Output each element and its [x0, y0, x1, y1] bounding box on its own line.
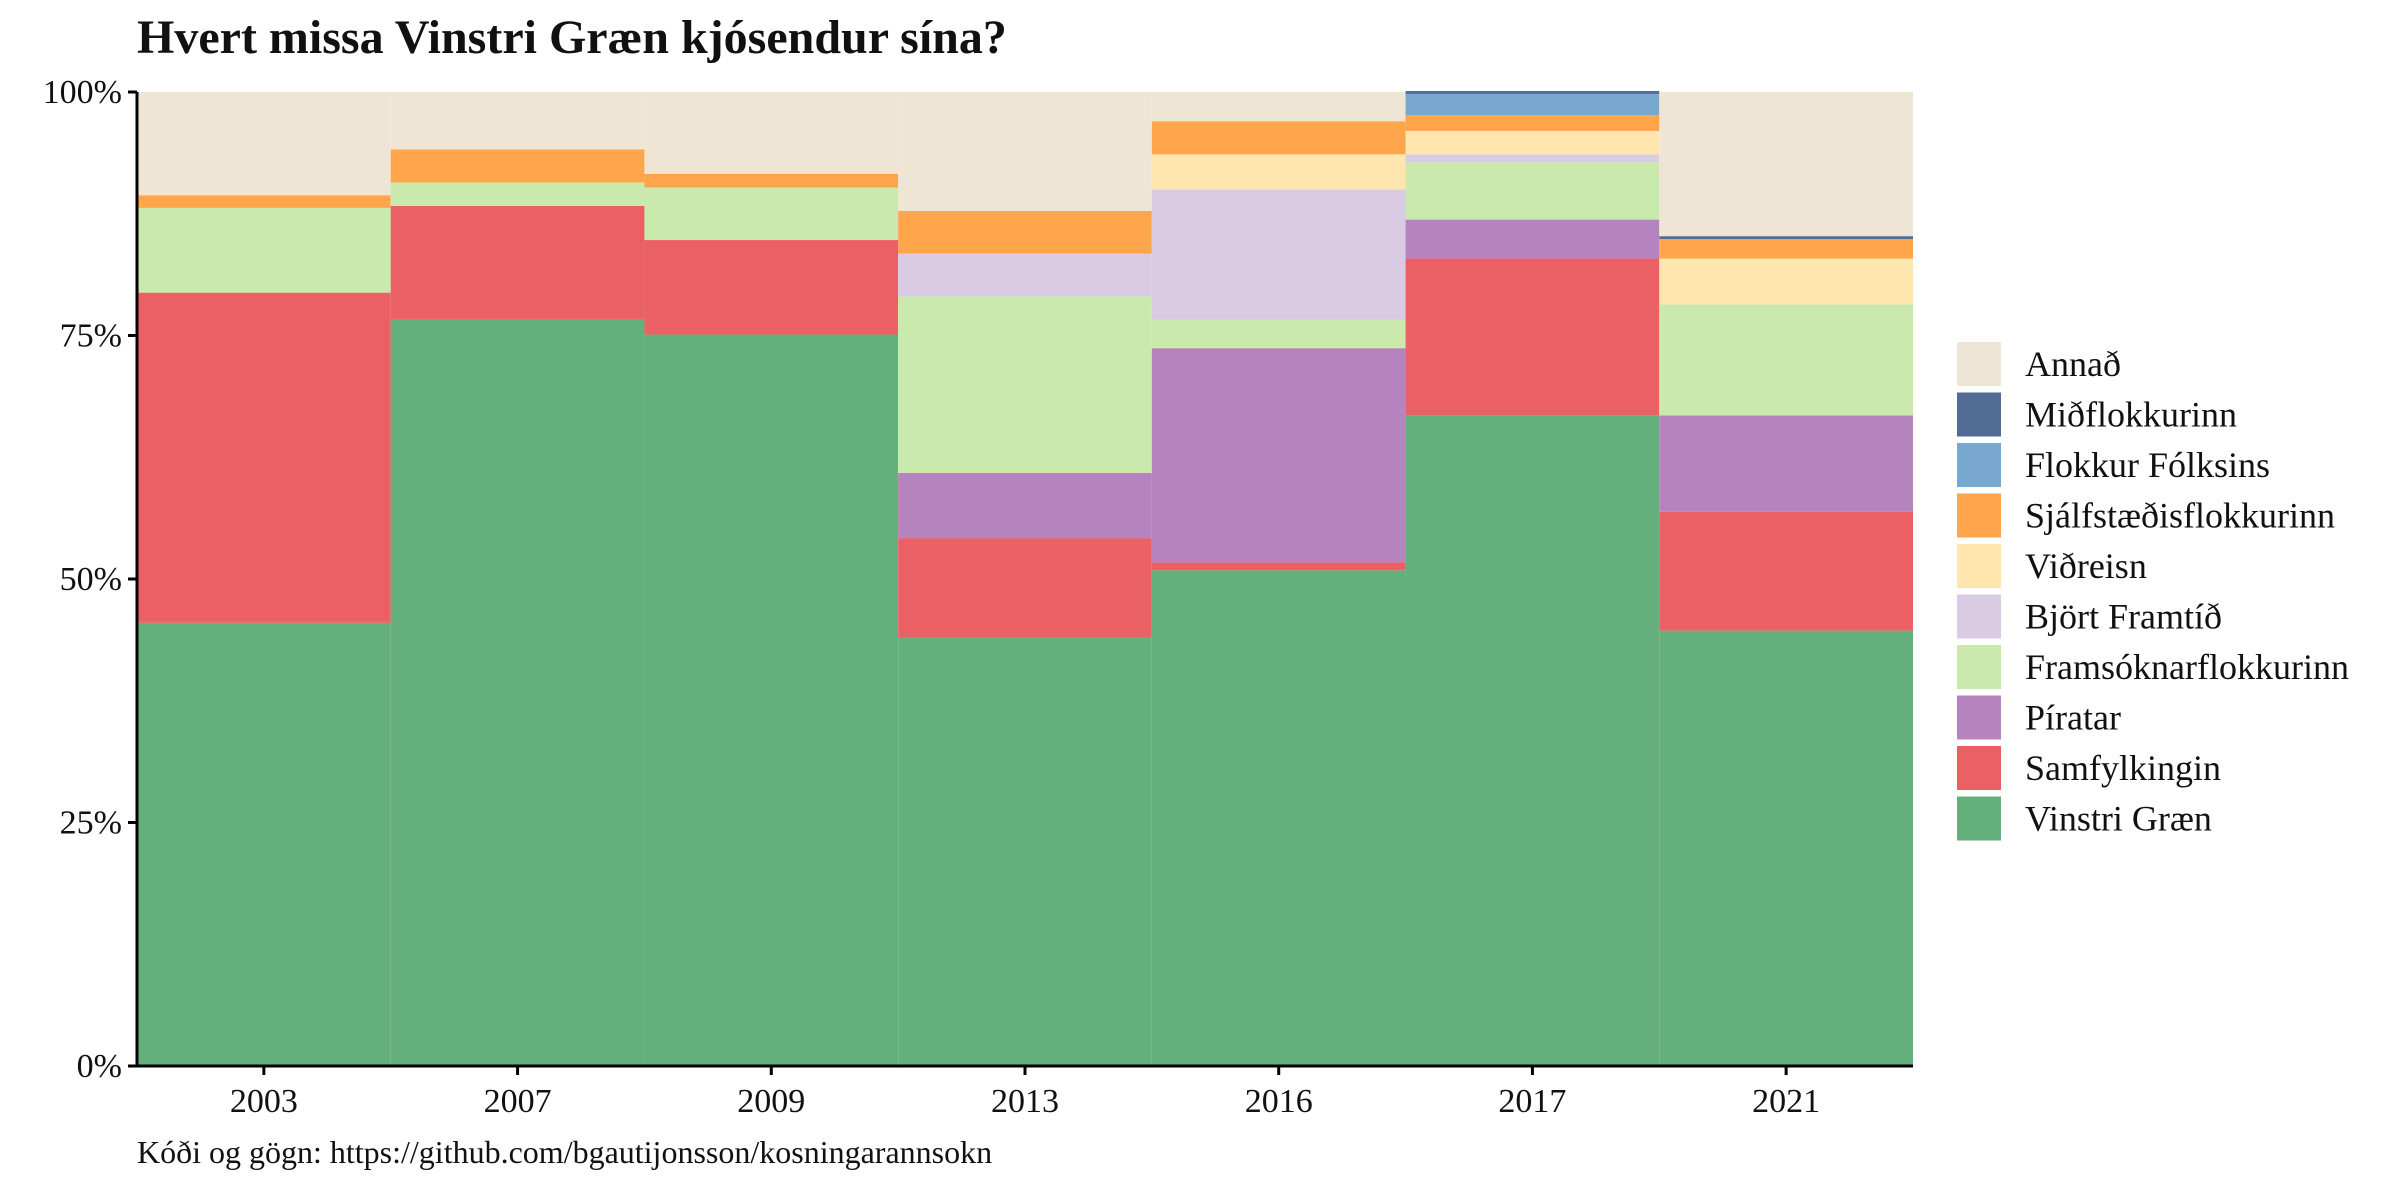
legend-item-midflokkurinn: Miðflokkurinn: [1957, 392, 2237, 437]
bar-segment-sjalfstaedisflokkurinn-2013: [898, 210, 1152, 254]
bar-segment-sjalfstaedisflokkurinn-2021: [1659, 239, 1913, 259]
bar-segment-framsoknarflokkurinn-2016: [1151, 319, 1406, 349]
x-tick-label: 2007: [484, 1083, 552, 1120]
bar-segment-vinstri-graen-2021: [1659, 630, 1913, 1066]
chart-caption: Kóði og gögn: https://github.com/bgautij…: [137, 1134, 993, 1170]
bar-segment-framsoknarflokkurinn-2021: [1659, 304, 1913, 416]
x-tick-label: 2017: [1498, 1083, 1566, 1120]
bar-segment-sjalfstaedisflokkurinn-2016: [1151, 121, 1406, 155]
bar-segment-sjalfstaedisflokkurinn-2003: [137, 195, 391, 208]
legend-swatch: [1957, 645, 2001, 689]
bar-segment-vinstri-graen-2003: [137, 622, 391, 1066]
bar-segment-samfylkingin-2017: [1405, 258, 1660, 416]
bar-segment-sjalfstaedisflokkurinn-2017: [1405, 115, 1660, 131]
legend-item-flokkur-folksins: Flokkur Fólksins: [1957, 443, 2270, 487]
legend-label: Vinstri Græn: [2025, 799, 2212, 839]
bar-segment-framsoknarflokkurinn-2003: [137, 207, 391, 293]
y-tick-label: 50%: [60, 561, 122, 598]
bars-layer: [137, 91, 1913, 1066]
legend-label: Samfylkingin: [2025, 748, 2221, 788]
legend-label: Miðflokkurinn: [2025, 395, 2237, 435]
bar-segment-samfylkingin-2003: [137, 292, 391, 623]
bar-segment-bjort-framtid-2017: [1405, 154, 1660, 163]
legend-swatch: [1957, 493, 2001, 538]
y-tick-label: 25%: [60, 805, 122, 842]
legend-swatch: [1957, 594, 2001, 639]
legend-item-bjort-framtid: Björt Framtíð: [1957, 594, 2222, 639]
legend-item-vidreisn: Viðreisn: [1957, 544, 2147, 588]
bar-segment-piratar-2017: [1405, 219, 1660, 259]
legend-item-sjalfstaedisflokkurinn: Sjálfstæðisflokkurinn: [1957, 493, 2335, 538]
bar-segment-samfylkingin-2016: [1151, 562, 1406, 571]
bar-segment-vidreisn-2016: [1151, 154, 1406, 190]
legend-item-piratar: Píratar: [1957, 695, 2121, 740]
bar-segment-vinstri-graen-2016: [1151, 570, 1406, 1066]
bar-segment-framsoknarflokkurinn-2007: [390, 182, 645, 206]
y-tick-label: 100%: [43, 74, 122, 111]
legend-item-framsoknarflokkurinn: Framsóknarflokkurinn: [1957, 645, 2349, 689]
bar-segment-vinstri-graen-2017: [1405, 415, 1660, 1066]
x-tick-label: 2013: [991, 1083, 1059, 1120]
bar-segment-vidreisn-2021: [1659, 258, 1913, 305]
bar-segment-annad-2003: [137, 92, 391, 196]
bar-segment-bjort-framtid-2016: [1151, 189, 1406, 320]
legend-label: Annað: [2025, 344, 2121, 384]
legend-item-annad: Annað: [1957, 342, 2121, 386]
bar-segment-midflokkurinn-2017: [1405, 91, 1660, 94]
bar-segment-midflokkurinn-2021: [1659, 236, 1913, 240]
legend-label: Björt Framtíð: [2025, 597, 2222, 637]
bar-segment-sjalfstaedisflokkurinn-2007: [390, 149, 645, 183]
bar-segment-samfylkingin-2021: [1659, 511, 1913, 631]
bar-segment-samfylkingin-2013: [898, 538, 1152, 638]
bar-segment-framsoknarflokkurinn-2017: [1405, 162, 1660, 220]
bar-segment-piratar-2013: [898, 472, 1152, 539]
y-tick-label: 0%: [77, 1048, 122, 1085]
chart-title: Hvert missa Vinstri Græn kjósendur sína?: [137, 11, 1007, 64]
x-tick-label: 2021: [1752, 1083, 1820, 1120]
bar-segment-annad-2009: [644, 92, 899, 174]
bar-segment-samfylkingin-2007: [390, 205, 645, 319]
legend-swatch: [1957, 746, 2001, 790]
bar-segment-bjort-framtid-2013: [898, 253, 1152, 297]
bar-segment-vinstri-graen-2009: [644, 334, 899, 1066]
bar-segment-framsoknarflokkurinn-2013: [898, 296, 1152, 473]
legend-label: Framsóknarflokkurinn: [2025, 647, 2349, 687]
bar-segment-piratar-2016: [1151, 348, 1406, 563]
bar-segment-piratar-2021: [1659, 415, 1913, 512]
bar-segment-vidreisn-2017: [1405, 130, 1660, 155]
legend-label: Flokkur Fólksins: [2025, 445, 2270, 485]
legend-item-vinstri-graen: Vinstri Græn: [1957, 796, 2212, 841]
legend-label: Píratar: [2025, 698, 2121, 738]
legend-swatch: [1957, 342, 2001, 386]
bar-segment-flokkur-folksins-2017: [1405, 93, 1660, 116]
legend-label: Viðreisn: [2025, 546, 2147, 586]
x-tick-label: 2003: [230, 1083, 298, 1120]
legend-swatch: [1957, 443, 2001, 487]
bar-segment-sjalfstaedisflokkurinn-2009: [644, 173, 899, 188]
legend-swatch: [1957, 392, 2001, 437]
y-tick-label: 75%: [60, 318, 122, 355]
legend-swatch: [1957, 695, 2001, 740]
bar-segment-samfylkingin-2009: [644, 240, 899, 335]
legend-swatch: [1957, 544, 2001, 588]
x-tick-label: 2009: [737, 1083, 805, 1120]
legend-swatch: [1957, 796, 2001, 841]
bar-segment-vinstri-graen-2013: [898, 637, 1152, 1066]
x-tick-label: 2016: [1245, 1083, 1313, 1120]
bar-segment-annad-2016: [1151, 92, 1406, 122]
bar-segment-annad-2021: [1659, 92, 1913, 237]
bar-segment-framsoknarflokkurinn-2009: [644, 187, 899, 241]
bar-segment-vinstri-graen-2007: [390, 318, 645, 1066]
bar-segment-annad-2007: [390, 92, 645, 150]
legend: Annað Miðflokkurinn Flokkur Fólksins Sjálfs…: [1957, 342, 2349, 841]
axes-layer: 0% 25% 50% 75% 100% 2003 2007 2009 2013 2016 2017 2…: [43, 74, 1913, 1120]
legend-label: Sjálfstæðisflokkurinn: [2025, 496, 2335, 536]
legend-item-samfylkingin: Samfylkingin: [1957, 746, 2221, 790]
bar-segment-annad-2013: [898, 92, 1152, 211]
